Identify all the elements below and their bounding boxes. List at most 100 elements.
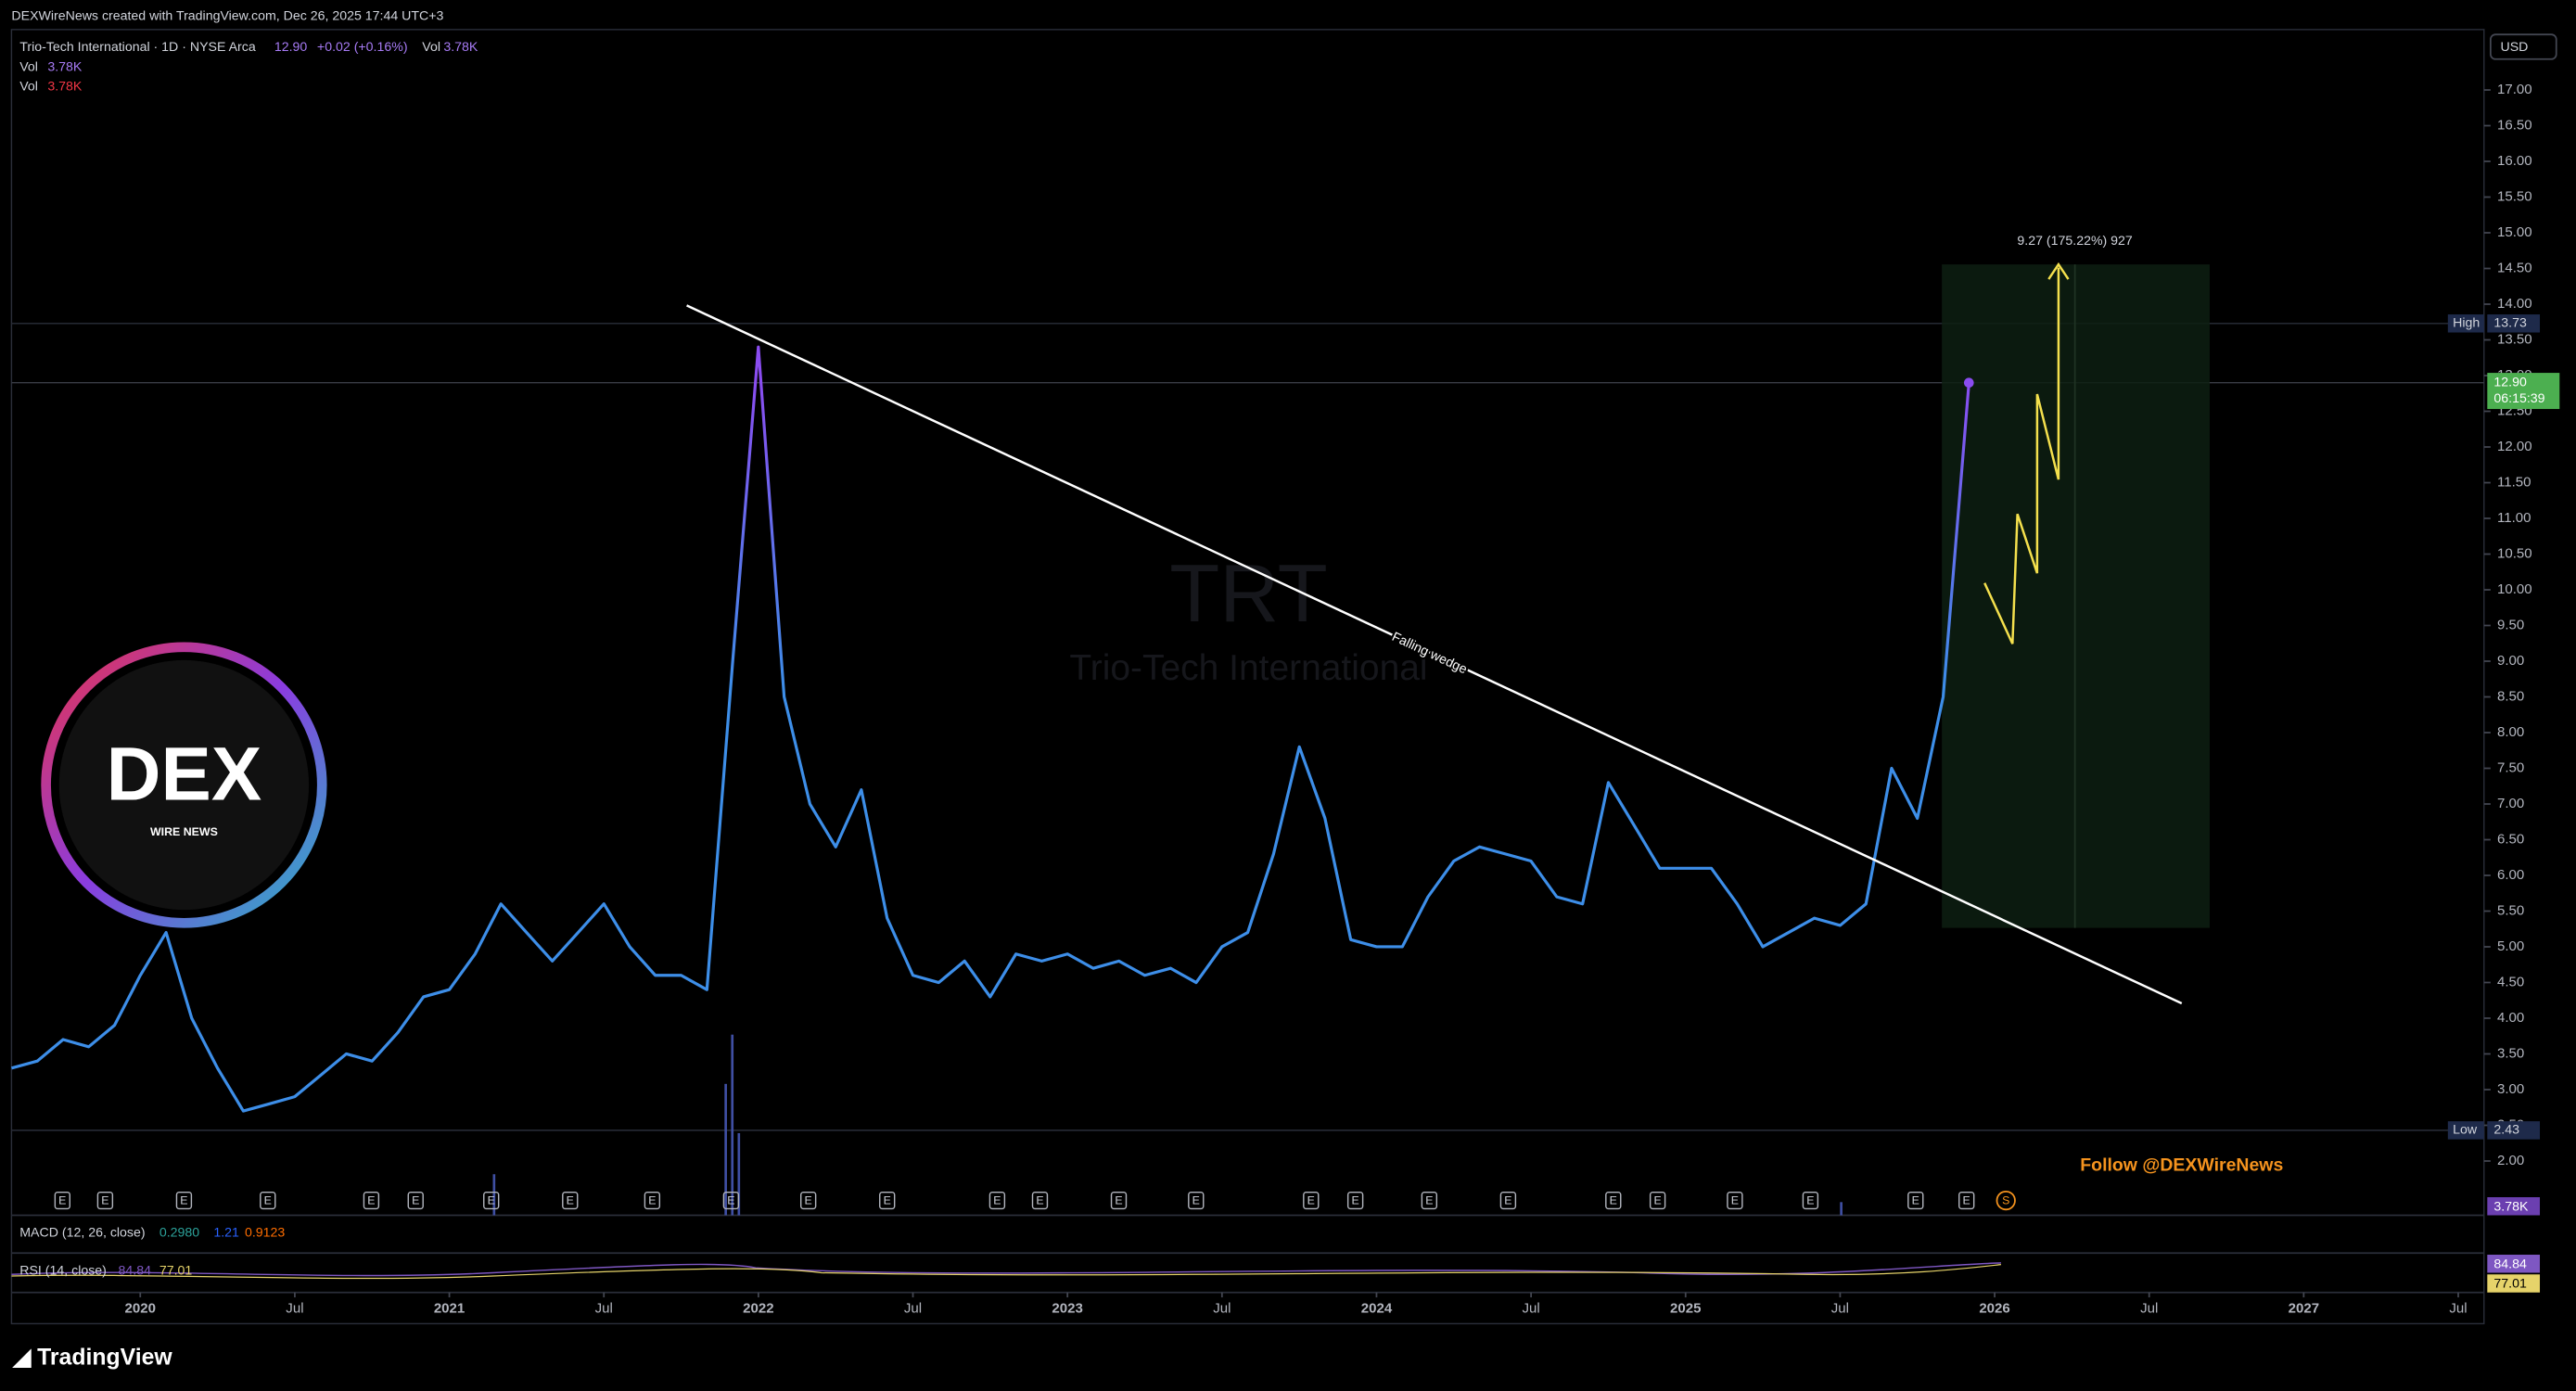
price-line [10, 345, 1970, 1113]
macd-value: 0.9123 [245, 1226, 285, 1241]
volume-bar [737, 1132, 741, 1216]
earnings-marker[interactable] [1605, 1192, 1622, 1210]
countdown: 06:15:39 [2493, 391, 2544, 406]
symbol[interactable]: Trio-Tech International · 1D · NYSE Arca [19, 40, 256, 55]
earnings-label: E [488, 1194, 495, 1207]
earnings-label: E [1192, 1194, 1200, 1207]
earnings-marker[interactable] [1907, 1192, 1924, 1210]
earnings-label: E [1653, 1194, 1661, 1207]
earnings-label: E [367, 1194, 375, 1207]
y-tick-label: 7.00 [2497, 796, 2524, 811]
earnings-marker[interactable] [483, 1192, 500, 1210]
earnings-marker[interactable] [1110, 1192, 1128, 1210]
earnings-label: E [1963, 1194, 1970, 1207]
rsi-axis-badge [2487, 1274, 2541, 1293]
earnings-marker[interactable] [54, 1192, 71, 1210]
earnings-marker[interactable] [1958, 1192, 1975, 1210]
vol-value: 3.78K [47, 80, 83, 95]
x-tick-label: 2023 [1052, 1300, 1082, 1316]
earnings-marker[interactable] [799, 1192, 817, 1210]
x-tick-label: 2025 [1670, 1300, 1701, 1316]
y-tick-label: 9.50 [2497, 617, 2524, 632]
y-tick-label: 2.00 [2497, 1153, 2524, 1168]
macd-value: 1.21 [213, 1226, 239, 1241]
earnings-label: E [412, 1194, 419, 1207]
last-price-badge [2487, 373, 2560, 410]
x-tick-label: Jul [2140, 1300, 2158, 1316]
y-tick-label: 10.50 [2497, 545, 2532, 561]
earnings-label: E [1731, 1194, 1739, 1207]
earnings-label: E [1610, 1194, 1617, 1207]
vol-value: 3.78K [443, 40, 478, 55]
attribution: DEXWireNews created with TradingView.com… [11, 8, 443, 23]
earnings-marker[interactable] [1727, 1192, 1743, 1210]
last-point [1963, 377, 1974, 389]
currency: USD [2501, 40, 2529, 55]
earnings-label: E [1036, 1194, 1043, 1207]
rsi-line [11, 1262, 2001, 1277]
y-tick-label: 15.00 [2497, 224, 2532, 240]
rsi-axis-label: 77.01 [2493, 1277, 2527, 1292]
y-tick-label: 6.00 [2497, 867, 2524, 883]
x-tick-label: Jul [1522, 1300, 1539, 1316]
low-value: 2.43 [2493, 1123, 2519, 1138]
y-tick-label: 14.00 [2497, 296, 2532, 312]
low-value-badge [2487, 1121, 2541, 1140]
follow-text: Follow @DEXWireNews [2080, 1155, 2283, 1176]
measure-label: 9.27 (175.22%) 927 [2017, 234, 2133, 249]
earnings-marker[interactable] [988, 1192, 1006, 1210]
earnings-marker[interactable] [1649, 1192, 1666, 1210]
earnings-marker[interactable] [1802, 1192, 1819, 1210]
earnings-label: E [1912, 1194, 1919, 1207]
footer-brand-text: TradingView [37, 1345, 172, 1370]
earnings-marker[interactable] [1031, 1192, 1049, 1210]
earnings-marker[interactable] [175, 1192, 193, 1210]
rsi-axis-label: 84.84 [2493, 1257, 2527, 1271]
earnings-marker[interactable] [722, 1192, 740, 1210]
volume-bar [724, 1083, 727, 1216]
earnings-label: E [58, 1194, 66, 1207]
currency-button[interactable] [2489, 33, 2557, 60]
earnings-marker[interactable] [644, 1192, 661, 1210]
earnings-marker[interactable] [1499, 1192, 1517, 1210]
y-tick-label: 3.00 [2497, 1081, 2524, 1097]
earnings-label: E [180, 1194, 187, 1207]
earnings-marker[interactable] [1346, 1192, 1364, 1210]
y-tick-label: 6.50 [2497, 831, 2524, 847]
trendline[interactable] [686, 304, 2183, 1005]
earnings-label: E [884, 1194, 891, 1207]
x-tick-label: Jul [2449, 1300, 2467, 1316]
y-tick-label: 17.00 [2497, 82, 2532, 97]
projection-arrow [2047, 262, 2070, 280]
x-tick-label: 2027 [2289, 1300, 2319, 1316]
macd-value: 0.2980 [159, 1226, 199, 1241]
y-tick-label: 11.50 [2497, 474, 2531, 490]
last-price: 12.90 [274, 40, 308, 55]
earnings-marker[interactable] [1303, 1192, 1320, 1210]
earnings-label: E [805, 1194, 812, 1207]
earnings-marker[interactable] [879, 1192, 896, 1210]
y-tick-label: 14.50 [2497, 260, 2532, 275]
earnings-marker[interactable] [363, 1192, 380, 1210]
measure-box[interactable] [1942, 264, 2210, 928]
high-label: High [2453, 316, 2480, 331]
earnings-label: E [567, 1194, 574, 1207]
y-tick-label: 11.00 [2497, 510, 2531, 526]
vol-value: 3.78K [47, 59, 83, 74]
earnings-marker[interactable] [1421, 1192, 1438, 1210]
projection-path[interactable] [1983, 267, 2060, 644]
x-tick-label: Jul [286, 1300, 303, 1316]
x-tick-label: Jul [1213, 1300, 1231, 1316]
earnings-marker[interactable] [1188, 1192, 1205, 1210]
earnings-marker[interactable] [260, 1192, 276, 1210]
volume-bar [492, 1174, 496, 1216]
vol-label: Vol [19, 80, 38, 95]
earnings-marker[interactable] [562, 1192, 579, 1210]
y-tick-label: 5.00 [2497, 938, 2524, 954]
chart-frame [10, 29, 2485, 1325]
earnings-marker[interactable] [407, 1192, 424, 1210]
earnings-marker[interactable] [96, 1192, 114, 1210]
y-tick-label: 3.50 [2497, 1045, 2524, 1061]
split-label: S [2002, 1194, 2009, 1207]
x-tick-label: 2020 [125, 1300, 156, 1316]
